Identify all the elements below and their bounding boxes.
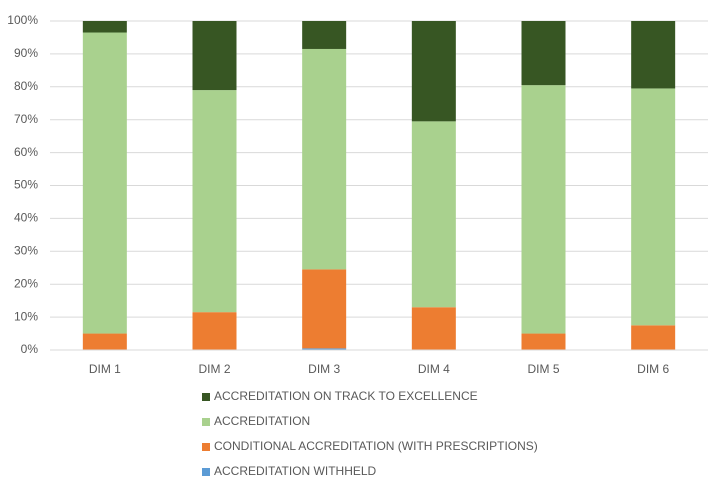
legend-label: ACCREDITATION WITHHELD xyxy=(214,464,377,478)
y-tick-label: 0% xyxy=(21,342,39,356)
y-tick-label: 90% xyxy=(14,46,38,60)
bar-segment xyxy=(192,312,237,350)
bar-segment xyxy=(192,90,237,313)
bar-segment xyxy=(82,21,127,33)
x-tick-label: DIM 1 xyxy=(89,362,121,376)
bar-segment xyxy=(631,21,676,89)
legend-swatch xyxy=(202,393,210,401)
bar-segment xyxy=(192,21,237,91)
legend-swatch xyxy=(202,443,210,451)
bar-segment xyxy=(302,21,347,49)
x-tick-label: DIM 5 xyxy=(527,362,559,376)
legend-swatch xyxy=(202,418,210,426)
bar-segment xyxy=(411,21,456,122)
bar-segment xyxy=(521,333,566,350)
y-tick-label: 30% xyxy=(14,243,38,257)
bar-segment xyxy=(302,48,347,270)
bar-segment xyxy=(411,307,456,350)
y-tick-label: 60% xyxy=(14,145,38,159)
bar-segment xyxy=(302,348,347,350)
x-tick-label: DIM 4 xyxy=(418,362,450,376)
bar-segment xyxy=(411,121,456,308)
x-tick-label: DIM 3 xyxy=(308,362,340,376)
y-tick-label: 70% xyxy=(14,112,38,126)
y-tick-label: 10% xyxy=(14,309,38,323)
bar-segment xyxy=(521,21,566,86)
y-tick-label: 20% xyxy=(14,276,38,290)
legend-label: ACCREDITATION xyxy=(214,414,310,428)
bar-segment xyxy=(82,333,127,350)
bar-segment xyxy=(631,88,676,326)
bar-segment xyxy=(302,269,347,349)
y-tick-label: 100% xyxy=(7,13,38,27)
y-tick-label: 50% xyxy=(14,178,38,192)
legend-label: CONDITIONAL ACCREDITATION (WITH PRESCRIP… xyxy=(214,439,538,453)
x-tick-label: DIM 6 xyxy=(637,362,669,376)
legend-label: ACCREDITATION ON TRACK TO EXCELLENCE xyxy=(214,389,478,403)
bar-segment xyxy=(82,32,127,334)
y-tick-label: 80% xyxy=(14,79,38,93)
y-tick-label: 40% xyxy=(14,211,38,225)
bar-segment xyxy=(521,85,566,334)
legend-swatch xyxy=(202,468,210,476)
x-tick-label: DIM 2 xyxy=(198,362,230,376)
bar-segment xyxy=(631,325,676,350)
